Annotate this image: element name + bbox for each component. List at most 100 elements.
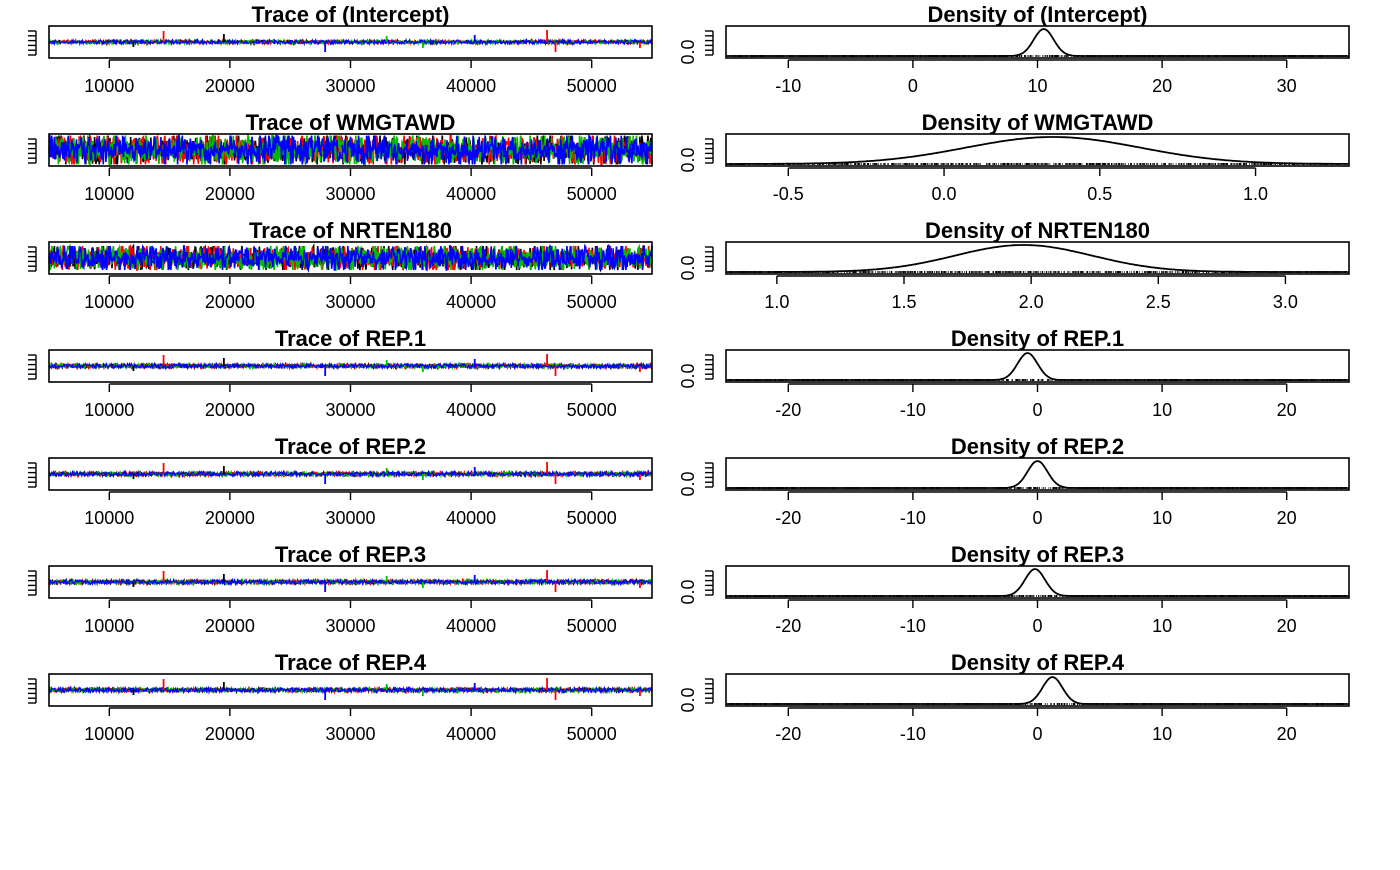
y-tick-label: 0.0 bbox=[678, 39, 698, 64]
density-curve bbox=[726, 568, 1349, 597]
x-tick-label: 30000 bbox=[325, 76, 375, 96]
trace-series-chain-4 bbox=[48, 133, 653, 165]
x-tick-label: 50000 bbox=[567, 400, 617, 420]
density-curve bbox=[726, 244, 1349, 273]
x-tick-label: 0 bbox=[1032, 400, 1042, 420]
x-tick-label: 1.0 bbox=[1243, 184, 1268, 204]
trace-series-chain-4 bbox=[48, 577, 653, 587]
x-tick-label: 10000 bbox=[84, 508, 134, 528]
trace-series-chain-4 bbox=[48, 685, 653, 695]
x-tick-label: -10 bbox=[900, 400, 926, 420]
x-tick-label: 30000 bbox=[325, 184, 375, 204]
x-tick-label: 20 bbox=[1277, 400, 1297, 420]
panel-title: Trace of REP.2 bbox=[275, 434, 426, 459]
x-tick-label: 20 bbox=[1152, 76, 1172, 96]
density-panel-3: Density of REP.1 -20 -10 0 10 20 0.0 bbox=[678, 326, 1350, 420]
x-tick-label: -10 bbox=[900, 508, 926, 528]
panel-frame bbox=[725, 25, 1350, 59]
trace-series-chain-4 bbox=[48, 243, 653, 274]
panel-title: Density of REP.4 bbox=[951, 650, 1125, 675]
x-tick-label: 20 bbox=[1277, 616, 1297, 636]
density-panel-0: Density of (Intercept) -10 0 10 20 30 0.0 bbox=[678, 2, 1350, 96]
panel-frame bbox=[48, 565, 653, 599]
panel-title: Trace of REP.1 bbox=[275, 326, 426, 351]
trace-panel-1: Trace of WMGTAWD 10000 20000 30000 40000 5000… bbox=[28, 110, 653, 204]
x-tick-label: 20 bbox=[1277, 508, 1297, 528]
panel-title: Density of (Intercept) bbox=[927, 2, 1147, 27]
x-tick-label: 50000 bbox=[567, 616, 617, 636]
density-panel-2: Density of NRTEN180 1.0 1.5 2.0 2.5 3.0 0.0 bbox=[678, 218, 1350, 312]
density-curve bbox=[726, 352, 1349, 381]
panel-title: Density of REP.2 bbox=[951, 434, 1124, 459]
x-tick-label: 10 bbox=[1152, 616, 1172, 636]
x-tick-label: 20000 bbox=[205, 184, 255, 204]
x-tick-label: 30000 bbox=[325, 508, 375, 528]
x-tick-label: 3.0 bbox=[1273, 292, 1298, 312]
x-tick-label: 20000 bbox=[205, 616, 255, 636]
panel-title: Density of REP.3 bbox=[951, 542, 1124, 567]
trace-panel-6: Trace of REP.4 10000 20000 30000 40000 50000 bbox=[28, 650, 653, 744]
x-tick-label: 10000 bbox=[84, 184, 134, 204]
x-tick-label: 20000 bbox=[205, 724, 255, 744]
x-tick-label: 20000 bbox=[205, 508, 255, 528]
x-tick-label: 50000 bbox=[567, 76, 617, 96]
x-tick-label: -10 bbox=[900, 616, 926, 636]
density-panel-4: Density of REP.2 -20 -10 0 10 20 0.0 bbox=[678, 434, 1350, 528]
panel-frame bbox=[725, 133, 1350, 167]
panel-title: Trace of NRTEN180 bbox=[249, 218, 452, 243]
x-tick-label: 20000 bbox=[205, 400, 255, 420]
panel-frame bbox=[48, 673, 653, 707]
density-curve bbox=[726, 28, 1349, 57]
x-tick-label: 40000 bbox=[446, 184, 496, 204]
panel-title: Density of NRTEN180 bbox=[925, 218, 1150, 243]
x-tick-label: 10000 bbox=[84, 292, 134, 312]
x-tick-label: 2.0 bbox=[1019, 292, 1044, 312]
x-tick-label: 10 bbox=[1152, 508, 1172, 528]
x-tick-label: 10000 bbox=[84, 724, 134, 744]
x-tick-label: 30000 bbox=[325, 616, 375, 636]
x-tick-label: 0 bbox=[1032, 508, 1042, 528]
x-tick-label: 40000 bbox=[446, 508, 496, 528]
y-tick-label: 0.0 bbox=[678, 687, 698, 712]
trace-panel-4: Trace of REP.2 10000 20000 30000 40000 50000 bbox=[28, 434, 653, 528]
panel-frame bbox=[48, 457, 653, 491]
density-panel-5: Density of REP.3 -20 -10 0 10 20 0.0 bbox=[678, 542, 1350, 636]
x-tick-label: -20 bbox=[775, 508, 801, 528]
x-tick-label: 20000 bbox=[205, 292, 255, 312]
x-tick-label: 1.0 bbox=[764, 292, 789, 312]
x-tick-label: 0 bbox=[1032, 616, 1042, 636]
x-tick-label: 10000 bbox=[84, 76, 134, 96]
trace-panel-2: Trace of NRTEN180 10000 20000 30000 40000 500… bbox=[28, 218, 653, 312]
density-curve bbox=[726, 136, 1349, 165]
panel-frame bbox=[725, 349, 1350, 383]
x-tick-label: 0 bbox=[908, 76, 918, 96]
x-tick-label: 0.5 bbox=[1087, 184, 1112, 204]
trace-panel-0: Trace of (Intercept) 10000 20000 30000 40000… bbox=[28, 2, 653, 96]
density-curve bbox=[726, 676, 1349, 705]
x-tick-label: -10 bbox=[775, 76, 801, 96]
x-tick-label: 10 bbox=[1152, 400, 1172, 420]
trace-series-chain-4 bbox=[48, 469, 653, 479]
x-tick-label: -10 bbox=[900, 724, 926, 744]
panel-title: Trace of WMGTAWD bbox=[246, 110, 456, 135]
density-curve bbox=[726, 460, 1349, 489]
x-tick-label: -20 bbox=[775, 724, 801, 744]
x-tick-label: 30 bbox=[1277, 76, 1297, 96]
x-tick-label: 40000 bbox=[446, 400, 496, 420]
panel-title: Trace of REP.4 bbox=[275, 650, 427, 675]
x-tick-label: 1.5 bbox=[891, 292, 916, 312]
x-tick-label: 0 bbox=[1032, 724, 1042, 744]
x-tick-label: -20 bbox=[775, 616, 801, 636]
x-tick-label: 2.5 bbox=[1146, 292, 1171, 312]
x-tick-label: 20 bbox=[1277, 724, 1297, 744]
panel-title: Trace of REP.3 bbox=[275, 542, 426, 567]
panel-title: Density of REP.1 bbox=[951, 326, 1124, 351]
x-tick-label: 20000 bbox=[205, 76, 255, 96]
x-tick-label: 0.0 bbox=[932, 184, 957, 204]
x-tick-label: 10000 bbox=[84, 616, 134, 636]
x-tick-label: 40000 bbox=[446, 616, 496, 636]
x-tick-label: 50000 bbox=[567, 508, 617, 528]
trace-panel-3: Trace of REP.1 10000 20000 30000 40000 50000 bbox=[28, 326, 653, 420]
trace-series-chain-4 bbox=[48, 37, 653, 47]
